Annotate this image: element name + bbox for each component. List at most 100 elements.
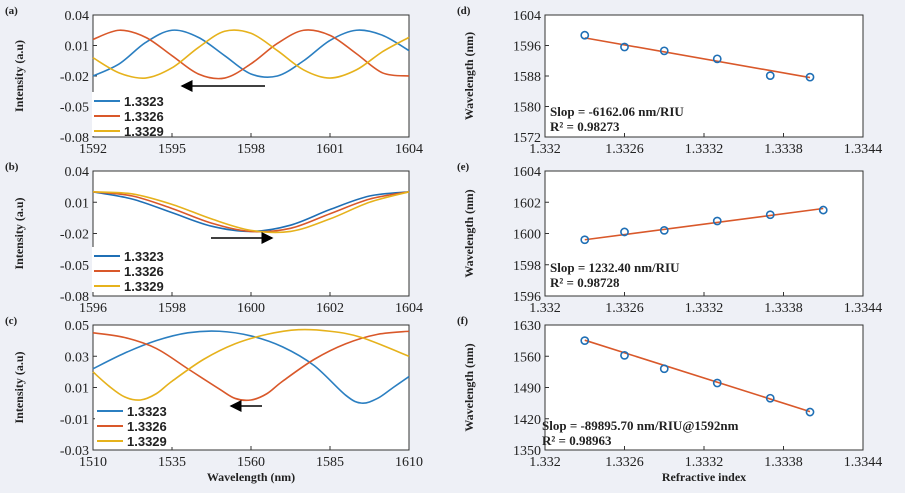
y-axis-label: Wavelength (nm) <box>462 189 476 277</box>
panel-label: (e) <box>457 161 470 173</box>
x-tick-label: 1592 <box>79 142 107 157</box>
legend-entry: 1.3329 <box>127 434 167 449</box>
y-tick-label: 1596 <box>513 290 541 305</box>
data-point <box>805 72 815 82</box>
plot-area <box>544 324 864 451</box>
x-tick-label: 1598 <box>237 142 265 157</box>
data-point <box>765 71 775 81</box>
x-axis-label: Refractive index <box>662 470 746 484</box>
plot-area <box>544 14 864 138</box>
series-line-1.3326 <box>92 191 410 233</box>
y-tick-label: 1420 <box>513 413 541 428</box>
x-tick-label: 1585 <box>316 455 344 470</box>
series-line-1.3326 <box>92 330 410 402</box>
chart-4: 1.332 1.3326 1.3332 1.3338 1.3344 1572 1580 158… <box>457 5 882 157</box>
data-point <box>620 42 629 52</box>
panel-label: (c) <box>5 315 18 327</box>
x-tick-label: 1.332 <box>529 142 561 157</box>
x-tick-label: 1600 <box>237 301 265 316</box>
y-tick-label: 0.03 <box>65 350 90 365</box>
data-point <box>712 54 722 64</box>
legend-box <box>92 92 170 136</box>
slope-annotation: Slop = -6162.06 nm/RIU <box>550 104 684 119</box>
legend-entry: 1.3326 <box>124 109 164 124</box>
y-tick-label: 1600 <box>513 228 541 243</box>
y-tick-label: 1604 <box>513 165 541 180</box>
data-point <box>712 216 722 226</box>
y-axis-label: Wavelength (nm) <box>462 343 476 431</box>
x-tick-label: 1.3326 <box>605 301 644 316</box>
y-tick-label: 0.04 <box>65 165 90 180</box>
y-tick-label: -0.08 <box>60 290 89 305</box>
r2-annotation: R² = 0.98728 <box>550 275 620 290</box>
x-tick-label: 1.3344 <box>844 301 883 316</box>
x-tick-label: 1595 <box>158 142 186 157</box>
chart-2: 1596 1598 1600 1602 1604 -0.08 -0.05 -0.02 0.01 0… <box>5 161 423 316</box>
y-tick-label: 1602 <box>513 196 541 211</box>
fit-line <box>584 207 824 241</box>
y-tick-label: 1630 <box>513 319 541 334</box>
x-tick-label: 1.3338 <box>764 455 803 470</box>
panel-label: (d) <box>457 5 471 17</box>
data-point <box>580 336 590 346</box>
x-tick-label: 1604 <box>395 142 423 157</box>
data-point <box>765 210 775 220</box>
y-tick-label: 0.01 <box>65 196 90 211</box>
data-point <box>620 227 629 237</box>
x-tick-label: 1.332 <box>529 455 561 470</box>
y-axis-label: Intensity (a.u) <box>12 40 26 112</box>
x-tick-label: 1598 <box>158 301 186 316</box>
data-point <box>712 378 722 388</box>
series-line-1.3329 <box>92 29 410 79</box>
data-point <box>620 350 629 360</box>
plot-area <box>544 170 864 297</box>
x-tick-label: 1535 <box>158 455 186 470</box>
x-tick-label: 1610 <box>395 455 423 470</box>
legend-entry: 1.3323 <box>127 404 167 419</box>
y-tick-label: 1588 <box>513 70 541 85</box>
x-tick-label: 1.332 <box>529 301 561 316</box>
series-line-1.3329 <box>92 191 410 234</box>
x-tick-label: 1.3338 <box>764 301 803 316</box>
chart-3: 1510 1535 1560 1585 1610 -0.03 -0.01 0.01 0.03 0.… <box>5 315 423 484</box>
panel-label: (b) <box>5 161 19 173</box>
y-tick-label: 1580 <box>513 101 541 116</box>
legend-box <box>95 402 173 447</box>
x-tick-label: 1560 <box>237 455 265 470</box>
x-tick-label: 1.3332 <box>685 455 724 470</box>
data-point <box>818 205 828 215</box>
r2-annotation: R² = 0.98273 <box>550 119 620 134</box>
legend-entry: 1.3329 <box>124 124 164 139</box>
y-tick-label: 1350 <box>513 444 541 459</box>
legend-entry: 1.3323 <box>124 94 164 109</box>
y-axis-label: Intensity (a.u) <box>12 197 26 269</box>
x-tick-label: 1596 <box>79 301 107 316</box>
slope-annotation: Slop = -89895.70 nm/RIU@1592nm <box>542 418 739 433</box>
y-tick-label: -0.05 <box>60 101 89 116</box>
y-tick-label: 1598 <box>513 259 541 274</box>
legend-entry: 1.3329 <box>124 279 164 294</box>
chart-1: 1592 1595 1598 1601 1604 -0.08 -0.05 -0.02 0.01 0… <box>5 5 423 157</box>
y-tick-label: -0.05 <box>60 259 89 274</box>
y-tick-label: -0.08 <box>60 131 89 146</box>
data-point <box>765 393 775 403</box>
chart-6: 1.332 1.3326 1.3332 1.3338 1.3344 1350 1420 149… <box>457 315 882 484</box>
data-point <box>659 46 669 56</box>
data-point <box>659 364 669 374</box>
data-point <box>805 407 815 417</box>
x-tick-label: 1.3344 <box>844 142 883 157</box>
y-tick-label: 0.01 <box>65 382 90 397</box>
legend-entry: 1.3326 <box>127 419 167 434</box>
y-tick-label: -0.03 <box>60 444 89 459</box>
chart-5: 1.332 1.3326 1.3332 1.3338 1.3344 1596 1598 160… <box>457 161 882 316</box>
y-tick-label: 0.04 <box>65 9 90 24</box>
legend-box <box>92 247 170 292</box>
x-tick-label: 1.3338 <box>764 142 803 157</box>
y-tick-label: 1604 <box>513 9 541 24</box>
x-tick-label: 1.3332 <box>685 142 724 157</box>
y-tick-label: -0.02 <box>60 228 89 243</box>
